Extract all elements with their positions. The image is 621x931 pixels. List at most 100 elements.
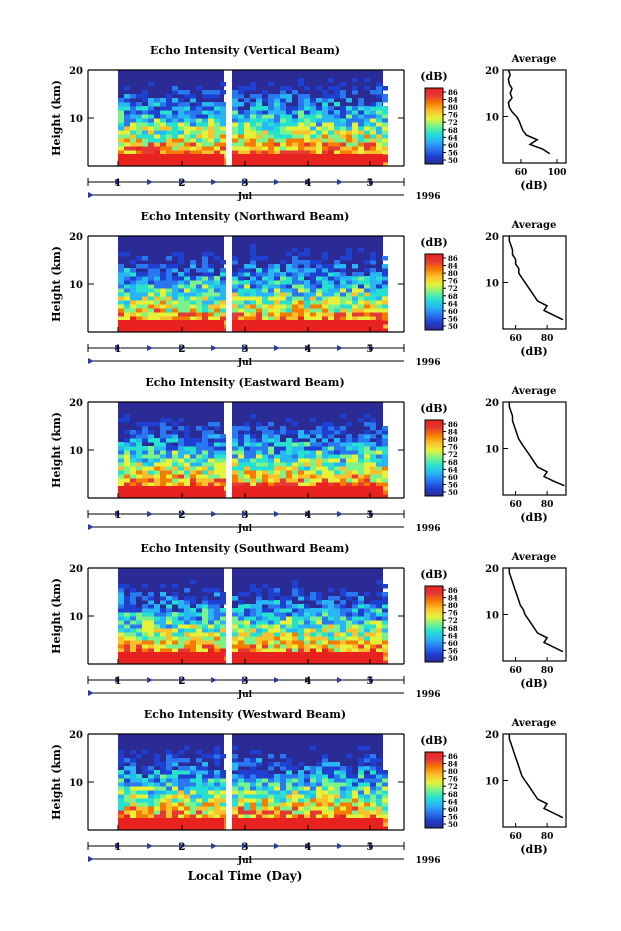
- heatmap-cell: [184, 122, 190, 127]
- heatmap-cell: [214, 134, 220, 139]
- heatmap-cell: [328, 778, 334, 783]
- heatmap-cell: [382, 774, 388, 779]
- heatmap-cell: [238, 608, 244, 613]
- heatmap-cell: [316, 790, 322, 795]
- heatmap-cell: [316, 466, 322, 471]
- heatmap-cell: [154, 790, 160, 795]
- heatmap-cell: [334, 280, 340, 285]
- heatmap-cell: [154, 272, 160, 277]
- heatmap-cell: [340, 312, 346, 317]
- heatmap-cell: [340, 118, 346, 123]
- heatmap-cell: [370, 312, 376, 317]
- heatmap-cell: [292, 146, 298, 151]
- heatmap-cell: [154, 798, 160, 803]
- heatmap-cell: [202, 426, 208, 431]
- heatmap-cell: [148, 312, 154, 317]
- heatmap-cell: [286, 774, 292, 779]
- heatmap-cell: [364, 150, 370, 155]
- heatmap-cell: [286, 94, 292, 99]
- heatmap-cell: [214, 142, 220, 147]
- heatmap-cell: [358, 470, 364, 475]
- heatmap-cell: [328, 304, 334, 309]
- heatmap-cell: [136, 430, 142, 435]
- heatmap-cell: [334, 284, 340, 289]
- heatmap-cell: [364, 754, 370, 759]
- heatmap-cell: [202, 300, 208, 305]
- heatmap-cell: [316, 296, 322, 301]
- heatmap-cell: [130, 94, 136, 99]
- heatmap-cell: [358, 296, 364, 301]
- heatmap-cell: [274, 442, 280, 447]
- colorbar-tick-label: 72: [448, 782, 458, 791]
- heatmap-cell: [154, 454, 160, 459]
- heatmap-cell: [382, 118, 388, 123]
- heatmap-cell: [352, 446, 358, 451]
- heatmap-cell: [232, 114, 238, 119]
- heatmap-cell: [136, 790, 142, 795]
- heatmap-cell: [172, 114, 178, 119]
- heatmap-cell: [250, 102, 256, 107]
- heatmap-cell: [268, 446, 274, 451]
- heatmap-cell: [220, 288, 226, 293]
- heatmap-cell: [178, 794, 184, 799]
- heatmap-cell: [262, 474, 268, 479]
- heatmap-cell: [208, 114, 214, 119]
- heatmap-cell: [238, 138, 244, 143]
- heatmap-cell: [256, 122, 262, 127]
- heatmap-cell: [124, 798, 130, 803]
- heatmap-cell: [262, 150, 268, 155]
- heatmap-cell: [118, 782, 124, 787]
- heatmap-cell: [334, 794, 340, 799]
- heatmap-cell: [136, 138, 142, 143]
- heatmap-cell: [364, 122, 370, 127]
- time-tick-marker: [305, 179, 311, 185]
- heatmap-cell: [166, 146, 172, 151]
- heatmap-cell: [118, 806, 124, 811]
- heatmap-cell: [172, 648, 178, 653]
- heatmap-cell: [118, 478, 124, 483]
- heatmap-cell: [382, 426, 388, 431]
- average-y-tick-label: 10: [485, 777, 499, 788]
- heatmap-cell: [232, 810, 238, 815]
- heatmap-cell: [256, 758, 262, 763]
- heatmap-cell: [196, 446, 202, 451]
- heatmap-cell: [154, 758, 160, 763]
- heatmap-cell: [376, 482, 382, 487]
- heatmap-cell: [382, 446, 388, 451]
- heatmap-cell: [286, 268, 292, 273]
- heatmap-cell: [316, 300, 322, 305]
- heatmap-cell: [310, 462, 316, 467]
- heatmap-cell: [262, 276, 268, 281]
- heatmap-cell: [352, 138, 358, 143]
- heatmap-cell: [358, 102, 364, 107]
- heatmap-cell: [220, 130, 226, 135]
- time-tick-marker: [211, 179, 217, 185]
- heatmap-cell: [250, 616, 256, 621]
- heatmap-cell: [148, 126, 154, 131]
- heatmap-cell: [334, 462, 340, 467]
- heatmap-cell: [262, 620, 268, 625]
- heatmap-cell: [292, 110, 298, 115]
- heatmap-cell: [136, 592, 142, 597]
- heatmap-cell: [352, 636, 358, 641]
- heatmap-cell: [382, 648, 388, 653]
- heatmap-cell: [256, 256, 262, 261]
- heatmap-cell: [208, 786, 214, 791]
- heatmap-cell: [358, 616, 364, 621]
- heatmap-cell: [184, 90, 190, 95]
- heatmap-cell: [292, 430, 298, 435]
- heatmap-cell: [178, 138, 184, 143]
- heatmap-cell: [310, 802, 316, 807]
- heatmap-cell: [232, 454, 238, 459]
- heatmap-cell: [172, 466, 178, 471]
- heatmap-cell: [316, 608, 322, 613]
- heatmap-cell: [268, 288, 274, 293]
- heatmap-cell: [268, 644, 274, 649]
- heatmap-cell: [124, 138, 130, 143]
- heatmap-cell: [166, 122, 172, 127]
- heatmap-cell: [172, 806, 178, 811]
- panel-4: Echo Intensity (Westward Beam)1020Height…: [50, 708, 567, 866]
- heatmap-cell: [202, 620, 208, 625]
- heatmap-cell: [310, 482, 316, 487]
- heatmap-cell: [280, 426, 286, 431]
